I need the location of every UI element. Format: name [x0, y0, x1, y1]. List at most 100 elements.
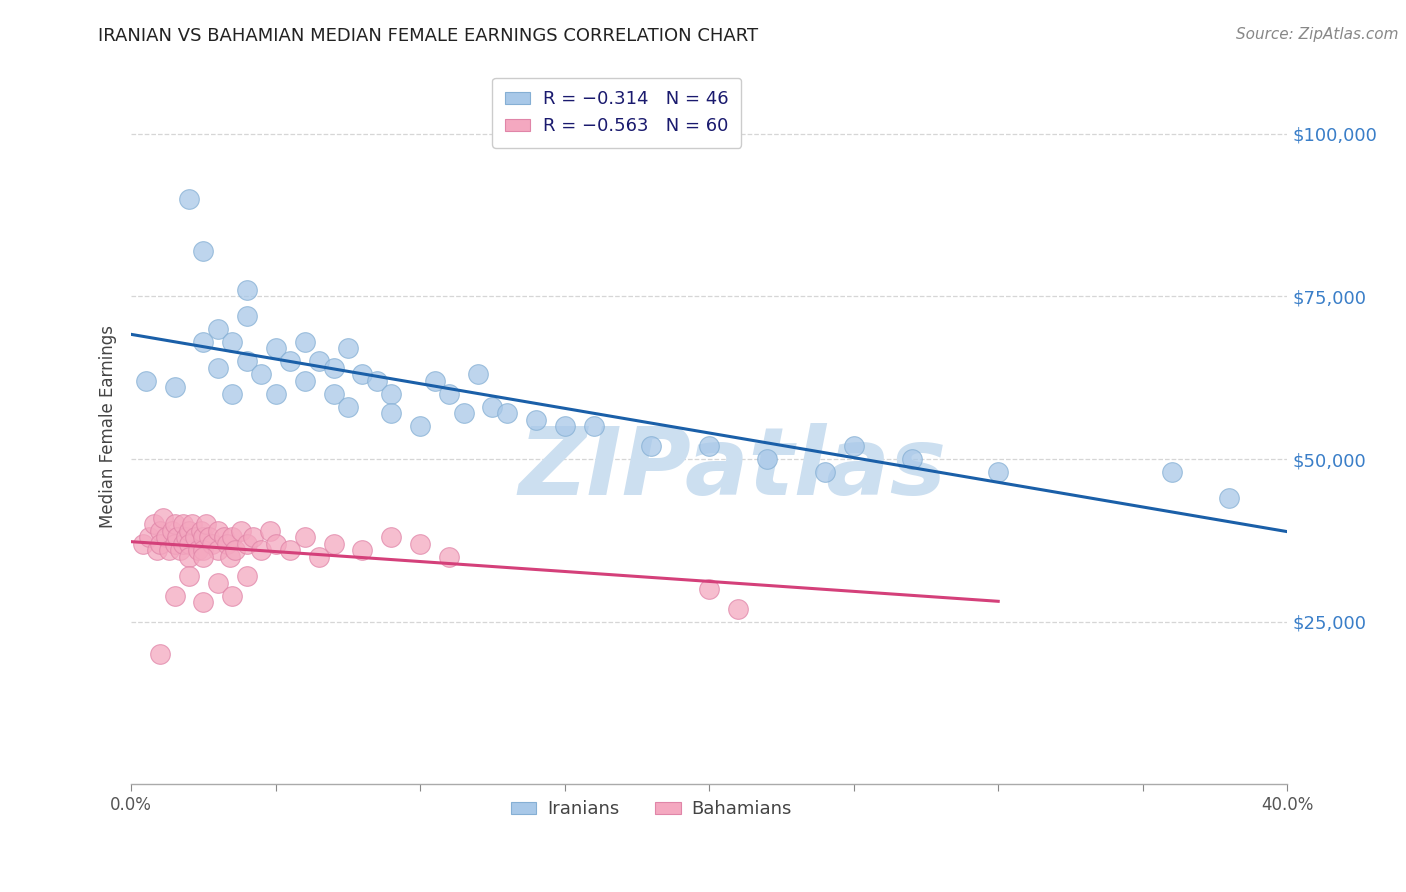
- Point: [221, 387, 243, 401]
- Point: [177, 549, 200, 564]
- Point: [236, 354, 259, 368]
- Point: [190, 524, 212, 538]
- Point: [337, 342, 360, 356]
- Point: [423, 374, 446, 388]
- Point: [697, 439, 720, 453]
- Point: [152, 510, 174, 524]
- Point: [221, 589, 243, 603]
- Point: [250, 543, 273, 558]
- Point: [132, 536, 155, 550]
- Point: [987, 465, 1010, 479]
- Y-axis label: Median Female Earnings: Median Female Earnings: [100, 325, 117, 528]
- Point: [160, 524, 183, 538]
- Point: [193, 334, 215, 349]
- Point: [143, 517, 166, 532]
- Point: [308, 549, 330, 564]
- Point: [177, 569, 200, 583]
- Point: [195, 517, 218, 532]
- Point: [308, 354, 330, 368]
- Point: [264, 387, 287, 401]
- Point: [193, 595, 215, 609]
- Point: [352, 368, 374, 382]
- Point: [259, 524, 281, 538]
- Point: [207, 322, 229, 336]
- Point: [1160, 465, 1182, 479]
- Point: [207, 575, 229, 590]
- Point: [481, 400, 503, 414]
- Point: [193, 543, 215, 558]
- Point: [236, 309, 259, 323]
- Text: IRANIAN VS BAHAMIAN MEDIAN FEMALE EARNINGS CORRELATION CHART: IRANIAN VS BAHAMIAN MEDIAN FEMALE EARNIN…: [98, 27, 759, 45]
- Point: [157, 543, 180, 558]
- Point: [193, 530, 215, 544]
- Point: [149, 536, 172, 550]
- Point: [640, 439, 662, 453]
- Point: [201, 536, 224, 550]
- Point: [207, 543, 229, 558]
- Point: [437, 549, 460, 564]
- Point: [174, 530, 197, 544]
- Text: ZIPatlas: ZIPatlas: [519, 424, 946, 516]
- Point: [212, 530, 235, 544]
- Point: [697, 582, 720, 597]
- Point: [294, 530, 316, 544]
- Point: [294, 334, 316, 349]
- Point: [187, 543, 209, 558]
- Point: [163, 536, 186, 550]
- Point: [496, 407, 519, 421]
- Point: [242, 530, 264, 544]
- Point: [135, 374, 157, 388]
- Point: [250, 368, 273, 382]
- Point: [215, 536, 238, 550]
- Point: [193, 549, 215, 564]
- Point: [322, 360, 344, 375]
- Point: [756, 452, 779, 467]
- Point: [207, 524, 229, 538]
- Point: [221, 530, 243, 544]
- Point: [138, 530, 160, 544]
- Point: [264, 536, 287, 550]
- Point: [236, 283, 259, 297]
- Point: [453, 407, 475, 421]
- Point: [172, 517, 194, 532]
- Point: [294, 374, 316, 388]
- Point: [207, 360, 229, 375]
- Point: [842, 439, 865, 453]
- Point: [149, 524, 172, 538]
- Point: [278, 543, 301, 558]
- Point: [236, 569, 259, 583]
- Point: [582, 419, 605, 434]
- Point: [900, 452, 922, 467]
- Point: [380, 387, 402, 401]
- Point: [236, 536, 259, 550]
- Point: [163, 380, 186, 394]
- Point: [1218, 491, 1240, 505]
- Point: [181, 517, 204, 532]
- Point: [221, 334, 243, 349]
- Point: [366, 374, 388, 388]
- Point: [184, 530, 207, 544]
- Point: [149, 647, 172, 661]
- Point: [322, 387, 344, 401]
- Point: [177, 524, 200, 538]
- Text: Source: ZipAtlas.com: Source: ZipAtlas.com: [1236, 27, 1399, 42]
- Point: [146, 543, 169, 558]
- Point: [409, 536, 432, 550]
- Point: [163, 589, 186, 603]
- Point: [337, 400, 360, 414]
- Point: [554, 419, 576, 434]
- Point: [437, 387, 460, 401]
- Point: [172, 536, 194, 550]
- Point: [177, 536, 200, 550]
- Point: [218, 549, 240, 564]
- Point: [264, 342, 287, 356]
- Point: [177, 192, 200, 206]
- Point: [380, 407, 402, 421]
- Point: [193, 244, 215, 258]
- Point: [524, 413, 547, 427]
- Legend: Iranians, Bahamians: Iranians, Bahamians: [503, 793, 799, 825]
- Point: [380, 530, 402, 544]
- Point: [163, 517, 186, 532]
- Point: [155, 530, 177, 544]
- Point: [814, 465, 837, 479]
